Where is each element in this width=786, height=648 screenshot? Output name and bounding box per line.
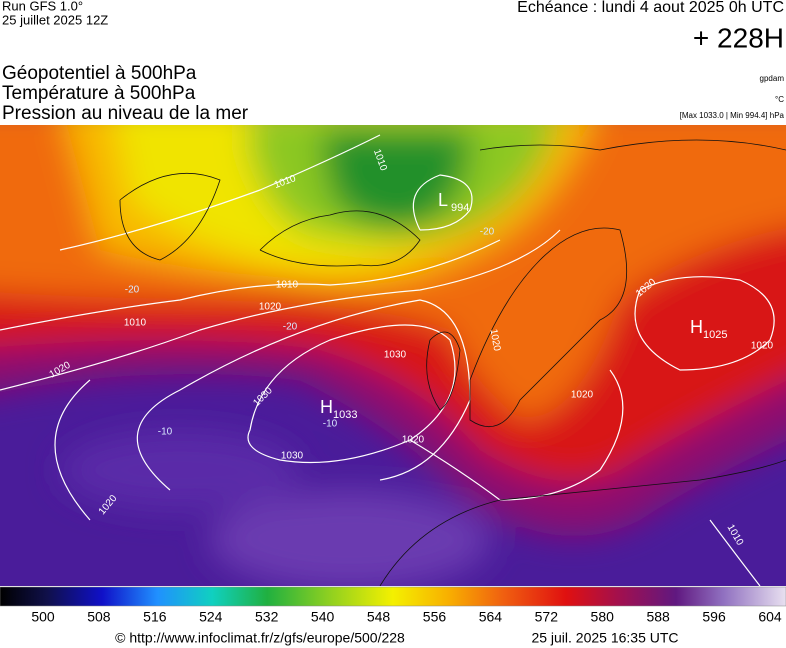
isobar-label: -10 (158, 427, 173, 438)
isobars (0, 134, 775, 586)
isobar-label: 1010 (276, 280, 299, 291)
map (0, 125, 786, 586)
scale-label: 556 (423, 609, 447, 625)
scale-label: 580 (591, 609, 615, 625)
isobar-label: 1020 (402, 435, 425, 446)
scale-label: 532 (255, 609, 279, 625)
center-kind: H (690, 317, 703, 337)
isobar-label: 1030 (384, 350, 407, 361)
scale-label: 524 (199, 609, 223, 625)
run-date: 25 juillet 2025 12Z (2, 12, 108, 27)
center-value: 1025 (703, 329, 727, 341)
isobar-label: -20 (480, 227, 495, 238)
layer-label: Géopotentiel à 500hPa (2, 63, 197, 84)
lead-time: + 228H (693, 22, 784, 53)
scale-label: 516 (143, 609, 167, 625)
valid-time: Echéance : lundi 4 aout 2025 0h UTC (517, 0, 784, 16)
isobar-label: -20 (125, 285, 140, 296)
isobar-labels: 1010101010101010102010201030103010301020… (48, 148, 774, 548)
isobar-label: -20 (283, 322, 298, 333)
scale-label: 540 (311, 609, 335, 625)
scale-label: 604 (758, 609, 782, 625)
scale-label: 572 (535, 609, 559, 625)
scale-labels: 500 508 516 524 532 540 548 556 564 572 580 588 596 6… (31, 609, 782, 625)
run-label: Run GFS 1.0° (2, 0, 83, 13)
center-value: 1033 (333, 409, 357, 421)
scale-label: 500 (31, 609, 55, 625)
unit-label: gpdam (760, 74, 785, 83)
isobar-label: -10 (323, 419, 338, 430)
scale-label: 548 (367, 609, 391, 625)
isobar-label: 1020 (259, 302, 282, 313)
coastlines (119, 139, 786, 586)
isobar-label: 1030 (281, 451, 304, 462)
center-value: 994 (451, 202, 469, 214)
scale-label: 596 (702, 609, 726, 625)
unit-label: [Max 1033.0 | Min 994.4] hPa (680, 111, 785, 120)
isobar-label: 1020 (488, 328, 503, 352)
generated-time: 25 juil. 2025 16:35 UTC (531, 630, 678, 646)
layer-label: Pression au niveau de la mer (2, 103, 249, 124)
layer-label: Température à 500hPa (2, 83, 196, 104)
isobar-label: 1010 (124, 318, 147, 329)
scale-label: 508 (87, 609, 111, 625)
scale-label: 588 (646, 609, 670, 625)
unit-label: °C (775, 95, 784, 104)
scale-label: 564 (479, 609, 503, 625)
color-scale (0, 586, 786, 607)
center-kind: L (438, 190, 448, 210)
source-link[interactable]: © http://www.infoclimat.fr/z/gfs/europe/… (115, 630, 405, 646)
center-kind: H (320, 397, 333, 417)
isobar-label: 1020 (751, 341, 774, 352)
isobar-label: 1020 (571, 390, 594, 401)
